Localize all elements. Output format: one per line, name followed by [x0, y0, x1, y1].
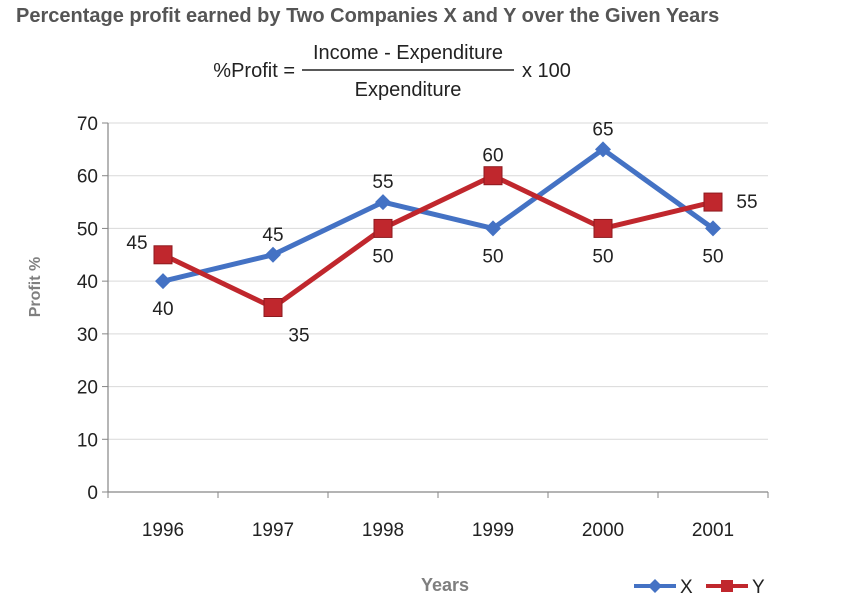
series-y-marker [703, 192, 723, 212]
gridlines [108, 122, 768, 440]
x-axis-title: Years [421, 575, 469, 595]
formula: %Profit = Income - Expenditure Expenditu… [213, 42, 571, 101]
data-label-y: 45 [126, 233, 147, 254]
x-tick-label: 1996 [142, 520, 184, 541]
data-label-y: 60 [482, 146, 503, 167]
x-tick-label: 2001 [692, 520, 734, 541]
axes: 0 10 20 30 40 50 60 70 1996 1997 1998 1999 2000 2001 [77, 114, 769, 541]
data-label-y: 55 [736, 192, 757, 213]
data-label-x: 50 [702, 246, 723, 267]
series-y-line [160, 173, 716, 310]
series-x-marker [265, 246, 281, 263]
data-label-y: 50 [592, 246, 613, 267]
x-tick-label: 1998 [362, 520, 404, 541]
y-tick-label: 60 [77, 167, 98, 188]
series-y-marker [593, 218, 613, 238]
data-label-y: 50 [372, 246, 393, 267]
series-y-marker [483, 166, 503, 186]
series [153, 141, 723, 317]
y-tick-label: 0 [87, 483, 98, 504]
data-label-x: 55 [372, 172, 393, 193]
chart-title: Percentage profit earned by Two Companie… [16, 5, 719, 27]
legend-swatch-x-marker [648, 579, 662, 593]
x-tick-label: 1999 [472, 520, 514, 541]
y-tick-label: 10 [77, 430, 98, 451]
legend-label-x: X [680, 577, 693, 598]
series-x-marker [155, 273, 171, 290]
series-y-marker [263, 298, 283, 317]
data-label-y: 35 [288, 326, 309, 347]
formula-rhs: x 100 [522, 60, 571, 82]
series-x-marker [375, 194, 391, 211]
series-x-line [160, 146, 716, 284]
data-label-x: 40 [152, 299, 173, 320]
formula-denominator: Expenditure [355, 79, 462, 101]
series-x-marker [485, 220, 501, 237]
series-x-marker [705, 220, 721, 237]
data-labels: 40 45 55 50 65 50 45 35 50 60 50 55 [126, 119, 757, 346]
y-tick-label: 20 [77, 378, 98, 399]
series-y-marker [373, 218, 393, 238]
legend-swatch-y-marker [721, 580, 733, 592]
y-tick-label: 70 [77, 114, 98, 135]
formula-lhs: %Profit = [213, 60, 295, 82]
y-tick-label: 50 [77, 219, 98, 240]
formula-numerator: Income - Expenditure [313, 42, 503, 64]
y-tick-label: 40 [77, 272, 98, 293]
x-tick-label: 1997 [252, 520, 294, 541]
data-label-x: 45 [262, 225, 283, 246]
y-axis-title: Profit % [27, 257, 44, 317]
legend-label-y: Y [752, 577, 765, 598]
series-x-marker [595, 141, 611, 158]
series-y-marker [153, 245, 173, 265]
data-label-x: 65 [592, 119, 613, 140]
y-tick-label: 30 [77, 325, 98, 346]
x-tick-label: 2000 [582, 520, 624, 541]
data-label-x: 50 [482, 246, 503, 267]
